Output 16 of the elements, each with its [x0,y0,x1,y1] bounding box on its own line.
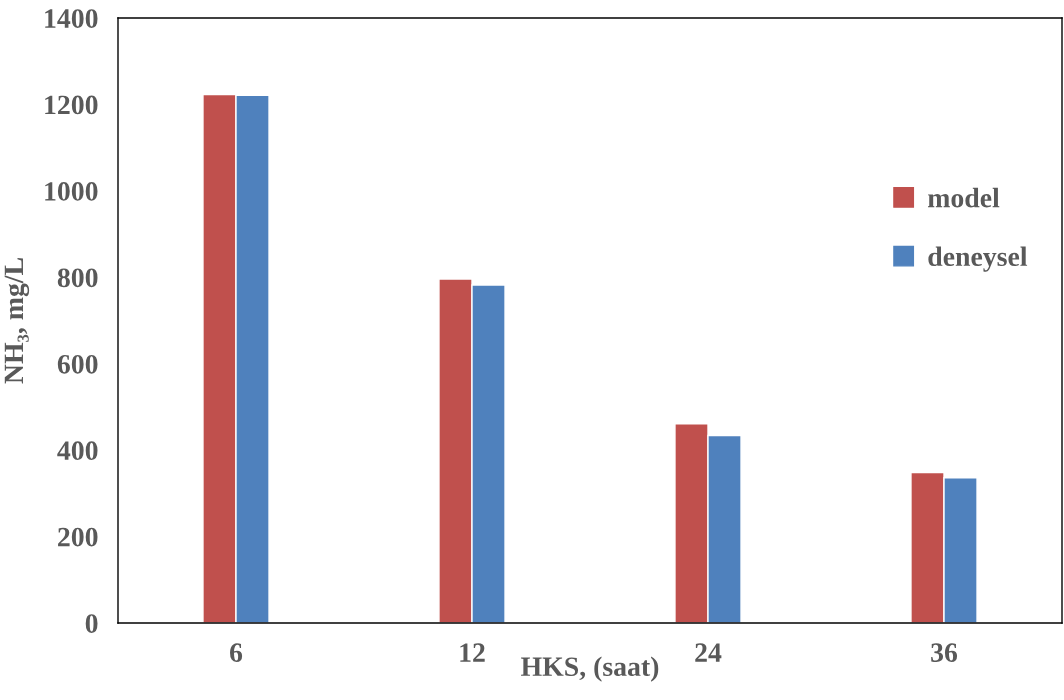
x-tick-label: 12 [460,643,485,662]
legend-label: deneysel [928,246,1028,272]
x-axis-title: HKS, (saat) [521,656,659,682]
y-axis-title: NH₃, mg/L [4,258,30,384]
y-tick-label: 1200 [45,95,98,115]
y-tick-label: 0 [85,614,98,633]
y-tick-label: 1000 [45,182,98,201]
y-tick-label: 600 [57,354,98,374]
x-tick-label: 6 [230,643,243,662]
y-tick-label: 1400 [45,9,98,28]
y-tick-label: 200 [58,527,98,547]
y-tick-label: 800 [57,268,98,288]
y-tick-label: 400 [57,441,98,461]
x-tick-label: 36 [931,643,958,662]
x-tick-label: 24 [695,643,722,662]
legend-label: model [928,187,1000,208]
